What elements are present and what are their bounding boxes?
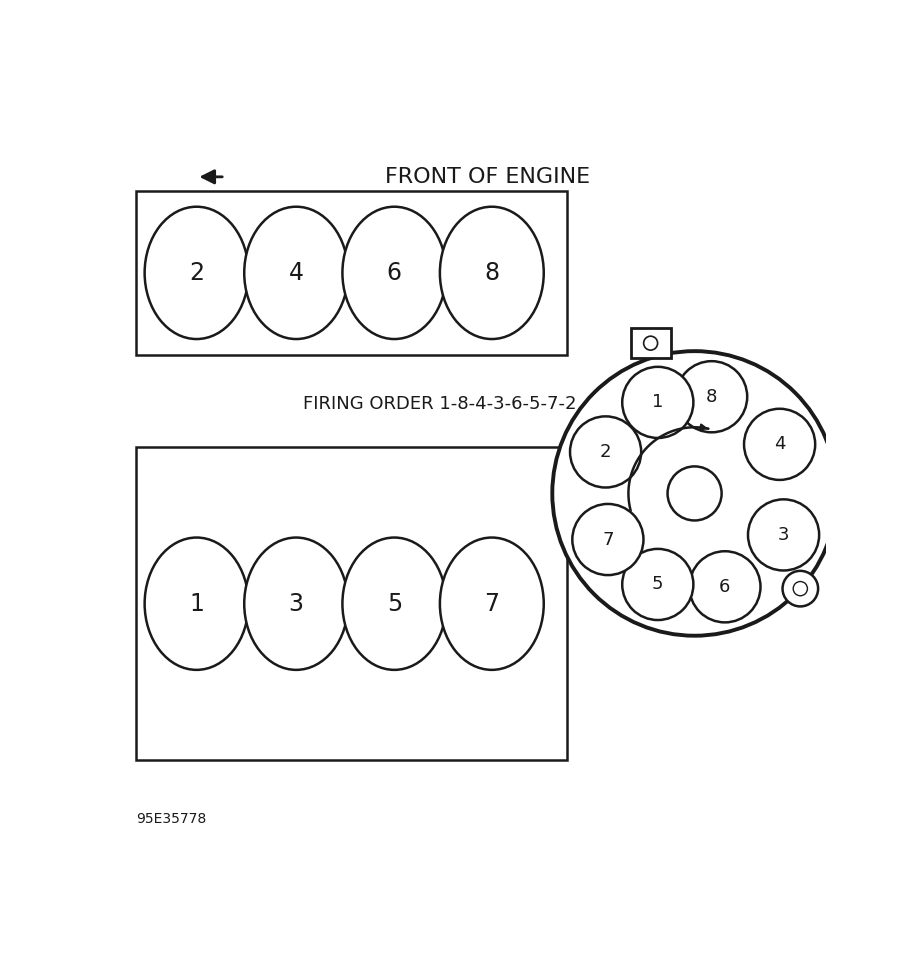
Circle shape [689,551,760,622]
Ellipse shape [440,207,543,339]
Text: FRONT OF ENGINE: FRONT OF ENGINE [386,167,590,187]
Ellipse shape [342,537,446,670]
Ellipse shape [342,207,446,339]
Circle shape [622,549,693,620]
Circle shape [744,408,815,480]
Text: 1: 1 [652,394,664,411]
Text: 2: 2 [599,443,611,461]
Circle shape [782,571,818,607]
Text: 2: 2 [189,261,204,285]
Text: FIRING ORDER 1-8-4-3-6-5-7-2: FIRING ORDER 1-8-4-3-6-5-7-2 [303,396,577,413]
Circle shape [572,504,644,575]
Circle shape [676,361,747,432]
Ellipse shape [244,207,348,339]
Text: 1: 1 [189,591,204,615]
Ellipse shape [244,537,348,670]
Text: 8: 8 [485,261,499,285]
Text: 7: 7 [602,531,613,549]
Ellipse shape [145,207,249,339]
Text: 5: 5 [386,591,402,615]
Circle shape [748,500,819,570]
Text: 8: 8 [706,388,717,405]
Bar [631,328,670,358]
Circle shape [793,582,808,596]
Circle shape [553,351,837,636]
Circle shape [644,336,657,351]
Circle shape [622,367,693,438]
Circle shape [570,416,641,487]
Text: 6: 6 [386,261,402,285]
Text: 3: 3 [288,591,304,615]
Text: 95E35778: 95E35778 [136,813,207,826]
Text: 4: 4 [288,261,304,285]
Ellipse shape [145,537,249,670]
Bar [136,191,566,354]
Circle shape [667,466,722,520]
Text: 4: 4 [774,435,786,454]
Text: 7: 7 [485,591,499,615]
Text: 3: 3 [778,526,789,544]
Bar [136,447,566,760]
Text: 6: 6 [719,578,731,596]
Ellipse shape [440,537,543,670]
Text: 5: 5 [652,576,664,593]
